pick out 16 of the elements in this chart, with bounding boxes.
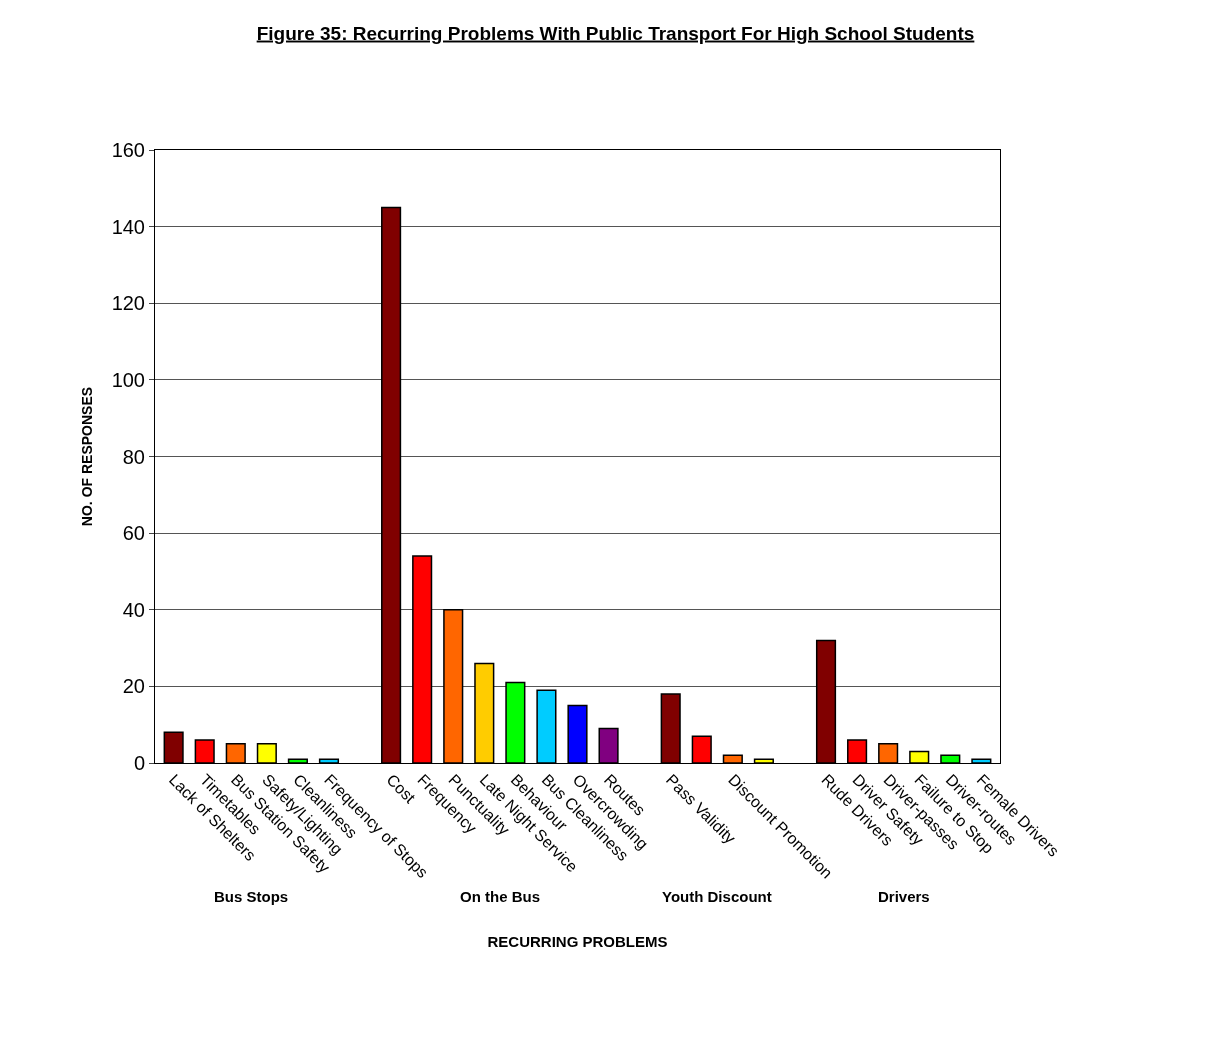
y-tick-label: 20 [122,675,145,698]
y-tick-label: 120 [111,292,145,315]
y-tick-label: 0 [133,752,145,774]
x-axis-title: RECURRING PROBLEMS [487,932,668,950]
y-tick-label: 160 [111,139,145,161]
chart-title: Figure 35: Recurring Problems With Public Transport For High School Students [256,22,975,44]
text: Drivers [878,888,930,905]
y-tick-label: 60 [122,522,145,545]
y-axis-title: NO. OF RESPONSES [79,386,96,527]
text: Youth Discount [662,888,772,905]
y-tick-label: 40 [122,598,145,621]
y-tick-label: 100 [111,368,145,391]
text: On the Bus [460,888,541,905]
text: Bus Stops [214,888,289,905]
y-tick-label: 140 [111,215,145,238]
y-tick-label: 80 [122,445,145,468]
